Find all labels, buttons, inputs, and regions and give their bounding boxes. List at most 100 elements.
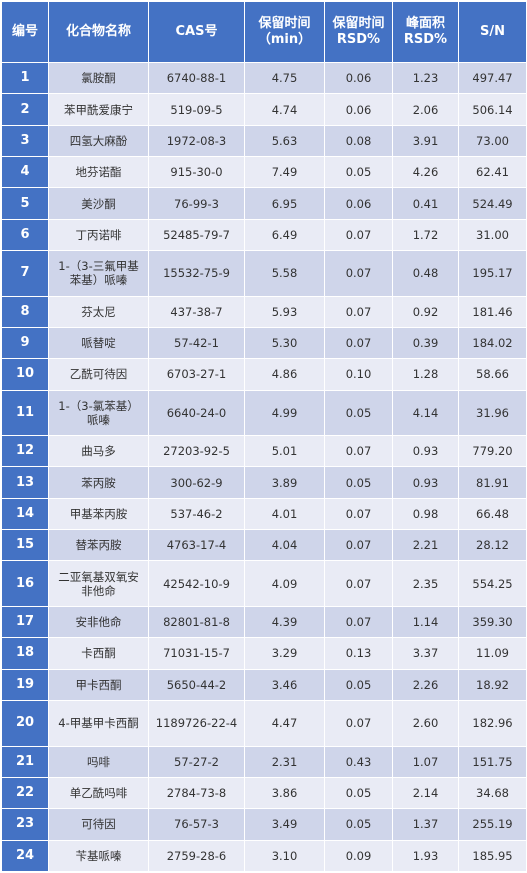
compound-name-cell: 苯甲酰爱康宁 xyxy=(48,93,149,126)
cell-peak-area-rsd: 1.23 xyxy=(392,61,459,95)
cell-peak-area-rsd: 1.37 xyxy=(392,808,459,841)
cell-retention-time: 3.86 xyxy=(244,776,325,810)
row-number-cell: 12 xyxy=(1,435,49,468)
compound-name-cell: 4-甲基甲卡西酮 xyxy=(48,700,149,747)
cell-sn: 506.14 xyxy=(458,93,527,126)
table-row: 9 哌替啶 57-42-1 5.30 0.07 0.39 184.02 xyxy=(1,326,527,360)
cell-sn: 18.92 xyxy=(458,668,527,702)
row-number-cell: 18 xyxy=(1,637,49,670)
cell-retention-time: 3.89 xyxy=(244,466,325,499)
compound-name-cell: 可待因 xyxy=(48,808,149,841)
cell-retention-time: 4.09 xyxy=(244,560,325,607)
cell-cas: 15532-75-9 xyxy=(148,250,245,297)
row-number-cell: 16 xyxy=(1,560,49,607)
cell-cas: 6703-27-1 xyxy=(148,358,245,391)
table-row: 4 地芬诺酯 915-30-0 7.49 0.05 4.26 62.41 xyxy=(1,156,527,189)
cell-peak-area-rsd: 2.35 xyxy=(392,560,459,607)
row-number-cell: 13 xyxy=(1,466,49,499)
cell-peak-area-rsd: 1.28 xyxy=(392,358,459,391)
cell-retention-time: 3.49 xyxy=(244,808,325,841)
compound-name-cell: 美沙酮 xyxy=(48,187,149,220)
compound-name-cell: 安非他命 xyxy=(48,605,149,639)
table-row: 10 乙酰可待因 6703-27-1 4.86 0.10 1.28 58.66 xyxy=(1,358,527,391)
compound-name-cell: 苯丙胺 xyxy=(48,466,149,499)
cell-cas: 76-57-3 xyxy=(148,808,245,841)
table-row: 12 曲马多 27203-92-5 5.01 0.07 0.93 779.20 xyxy=(1,435,527,468)
row-number-cell: 10 xyxy=(1,358,49,391)
cell-peak-area-rsd: 0.98 xyxy=(392,497,459,531)
cell-sn: 497.47 xyxy=(458,61,527,95)
cell-peak-area-rsd: 1.93 xyxy=(392,839,459,873)
cell-retention-time: 2.31 xyxy=(244,745,325,778)
cell-retention-rsd: 0.10 xyxy=(324,358,393,391)
cell-cas: 4763-17-4 xyxy=(148,529,245,562)
cell-retention-rsd: 0.07 xyxy=(324,295,393,328)
header-cell-sn: S/N xyxy=(458,1,527,63)
cell-cas: 437-38-7 xyxy=(148,295,245,328)
header-cell-compound-name: 化合物名称 xyxy=(48,1,149,63)
cell-retention-time: 4.86 xyxy=(244,358,325,391)
cell-retention-rsd: 0.05 xyxy=(324,668,393,702)
table-body: 1 氯胺酮 6740-88-1 4.75 0.06 1.23 497.47 2 苯甲酰爱康宁 51… xyxy=(1,61,527,873)
header-cell-peak-area-rsd: 峰面积 RSD% xyxy=(392,1,459,63)
table-row: 15 替苯丙胺 4763-17-4 4.04 0.07 2.21 28.12 xyxy=(1,529,527,562)
cell-sn: 28.12 xyxy=(458,529,527,562)
cell-cas: 57-42-1 xyxy=(148,326,245,360)
cell-sn: 73.00 xyxy=(458,124,527,158)
compound-name-cell: 二亚氧基双氧安非他命 xyxy=(48,560,149,607)
cell-retention-rsd: 0.05 xyxy=(324,808,393,841)
row-number-cell: 7 xyxy=(1,250,49,297)
table-row: 5 美沙酮 76-99-3 6.95 0.06 0.41 524.49 xyxy=(1,187,527,220)
compound-name-cell: 卡西酮 xyxy=(48,637,149,670)
cell-cas: 5650-44-2 xyxy=(148,668,245,702)
table-row: 14 甲基苯丙胺 537-46-2 4.01 0.07 0.98 66.48 xyxy=(1,497,527,531)
compound-name-cell: 替苯丙胺 xyxy=(48,529,149,562)
cell-retention-time: 4.74 xyxy=(244,93,325,126)
cell-cas: 6640-24-0 xyxy=(148,389,245,437)
header-row: 编号 化合物名称 CAS号 保留时间 （min） 保留时间 RSD% 峰面积 R… xyxy=(1,1,527,63)
compound-name-cell: 乙酰可待因 xyxy=(48,358,149,391)
cell-retention-rsd: 0.43 xyxy=(324,745,393,778)
cell-cas: 71031-15-7 xyxy=(148,637,245,670)
row-number-cell: 3 xyxy=(1,124,49,158)
row-number-cell: 1 xyxy=(1,61,49,95)
cell-retention-time: 7.49 xyxy=(244,156,325,189)
compound-name-cell: 甲卡西酮 xyxy=(48,668,149,702)
compound-name-cell: 丁丙诺啡 xyxy=(48,218,149,252)
cell-sn: 195.17 xyxy=(458,250,527,297)
table-row: 6 丁丙诺啡 52485-79-7 6.49 0.07 1.72 31.00 xyxy=(1,218,527,252)
cell-peak-area-rsd: 2.21 xyxy=(392,529,459,562)
row-number-cell: 24 xyxy=(1,839,49,873)
cell-cas: 2784-73-8 xyxy=(148,776,245,810)
row-number-cell: 9 xyxy=(1,326,49,360)
row-number-cell: 6 xyxy=(1,218,49,252)
cell-retention-time: 6.49 xyxy=(244,218,325,252)
table-row: 23 可待因 76-57-3 3.49 0.05 1.37 255.19 xyxy=(1,808,527,841)
cell-retention-time: 4.75 xyxy=(244,61,325,95)
header-cell-retention-time: 保留时间 （min） xyxy=(244,1,325,63)
cell-sn: 524.49 xyxy=(458,187,527,220)
cell-sn: 554.25 xyxy=(458,560,527,607)
cell-retention-time: 4.47 xyxy=(244,700,325,747)
row-number-cell: 17 xyxy=(1,605,49,639)
cell-retention-time: 5.01 xyxy=(244,435,325,468)
cell-sn: 359.30 xyxy=(458,605,527,639)
table-row: 1 氯胺酮 6740-88-1 4.75 0.06 1.23 497.47 xyxy=(1,61,527,95)
cell-retention-time: 4.99 xyxy=(244,389,325,437)
cell-peak-area-rsd: 2.06 xyxy=(392,93,459,126)
cell-retention-rsd: 0.06 xyxy=(324,187,393,220)
cell-retention-rsd: 0.05 xyxy=(324,776,393,810)
cell-cas: 519-09-5 xyxy=(148,93,245,126)
cell-retention-rsd: 0.07 xyxy=(324,218,393,252)
compound-name-cell: 吗啡 xyxy=(48,745,149,778)
cell-retention-rsd: 0.07 xyxy=(324,435,393,468)
header-cell-id: 编号 xyxy=(1,1,49,63)
cell-peak-area-rsd: 4.14 xyxy=(392,389,459,437)
cell-sn: 58.66 xyxy=(458,358,527,391)
table-row: 2 苯甲酰爱康宁 519-09-5 4.74 0.06 2.06 506.14 xyxy=(1,93,527,126)
row-number-cell: 19 xyxy=(1,668,49,702)
row-number-cell: 20 xyxy=(1,700,49,747)
cell-sn: 66.48 xyxy=(458,497,527,531)
cell-retention-rsd: 0.07 xyxy=(324,250,393,297)
cell-retention-rsd: 0.05 xyxy=(324,466,393,499)
